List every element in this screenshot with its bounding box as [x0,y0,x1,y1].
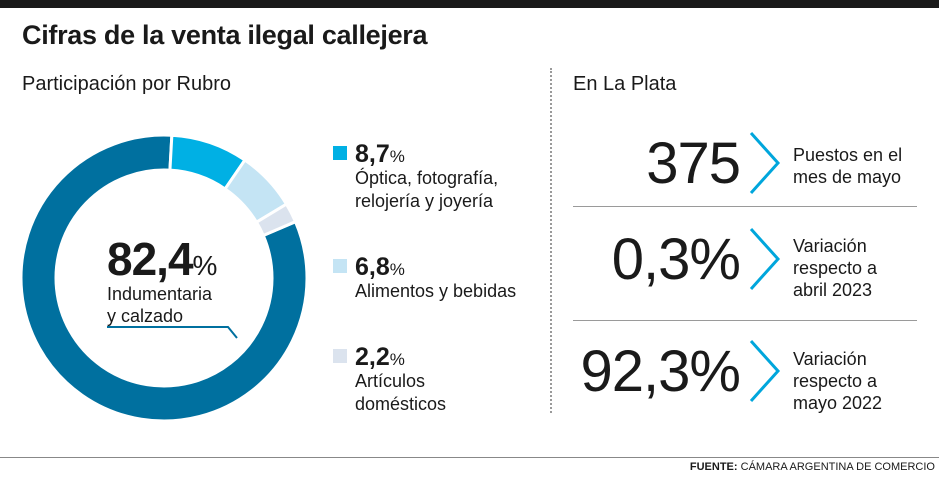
stat-label-puestos: Puestos en el mes de mayo [793,144,902,188]
legend-value-unit: % [389,260,405,279]
legend-value-number: 8,7 [355,140,390,168]
column-divider [550,68,552,413]
chart-subtitle: Participación por Rubro [22,73,231,95]
center-label-line: Indumentaria [107,284,213,304]
legend-value: 2,2% [355,343,405,374]
center-value-number: 82,4 [107,233,194,285]
stat-label-line: Variación [793,236,867,256]
stat-label-line: respecto a [793,371,878,391]
legend-value-unit: % [389,147,405,166]
legend-swatch [333,349,347,363]
donut-chart [19,133,309,423]
legend-value: 6,8% [355,253,405,284]
stat-label-line: mes de mayo [793,167,902,187]
stats-subtitle: En La Plata [573,73,677,95]
page-title: Cifras de la venta ilegal callejera [22,20,428,50]
center-label-line: y calzado [107,306,184,326]
stat-value-variacion-mayo: 92,3% [580,339,741,404]
stat-label-line: Variación [793,349,867,369]
legend-label-line: Óptica, fotografía, [355,168,499,188]
legend-swatch [333,259,347,273]
chevron-right-icon [749,227,781,291]
legend-value-number: 6,8 [355,253,390,281]
legend-value-number: 2,2 [355,343,390,371]
center-label: Indumentaria y calzado [107,283,212,327]
source-note: FUENTE: CÁMARA ARGENTINA DE COMERCIO [690,461,935,473]
stat-label-variacion-mayo: Variación respecto a mayo 2022 [793,348,882,414]
legend-value: 8,7% [355,140,405,171]
source-label: FUENTE: [689,461,738,473]
legend-label: Artículos domésticos [355,370,446,416]
legend-label-line: domésticos [355,394,447,414]
stat-separator [573,206,917,207]
chevron-right-icon [749,339,781,403]
legend-label: Alimentos y bebidas [355,280,516,303]
legend-label-line: Artículos [355,371,426,391]
legend-label: Óptica, fotografía, relojería y joyería [355,167,498,213]
stat-label-line: mayo 2022 [793,393,883,413]
stat-value-puestos: 375 [646,131,741,196]
legend-value-unit: % [389,350,405,369]
stat-label-line: respecto a [793,258,878,278]
donut-slice-domesticos [254,202,298,238]
stat-separator [573,320,917,321]
center-value: 82,4% [107,234,217,291]
legend-label-line: Alimentos y bebidas [355,281,517,301]
stat-label-variacion-abril: Variación respecto a abril 2023 [793,235,877,301]
legend-label-line: relojería y joyería [355,191,494,211]
donut-slice-indumentaria [19,133,309,423]
footer-rule [0,457,939,458]
chevron-right-icon [749,131,781,195]
stat-label-line: abril 2023 [793,280,873,300]
source-text: CÁMARA ARGENTINA DE COMERCIO [740,461,935,473]
legend-swatch [333,146,347,160]
top-bar [0,0,939,8]
center-value-unit: % [192,250,218,281]
stat-label-line: Puestos en el [793,145,903,165]
stat-value-variacion-abril: 0,3% [611,227,741,292]
